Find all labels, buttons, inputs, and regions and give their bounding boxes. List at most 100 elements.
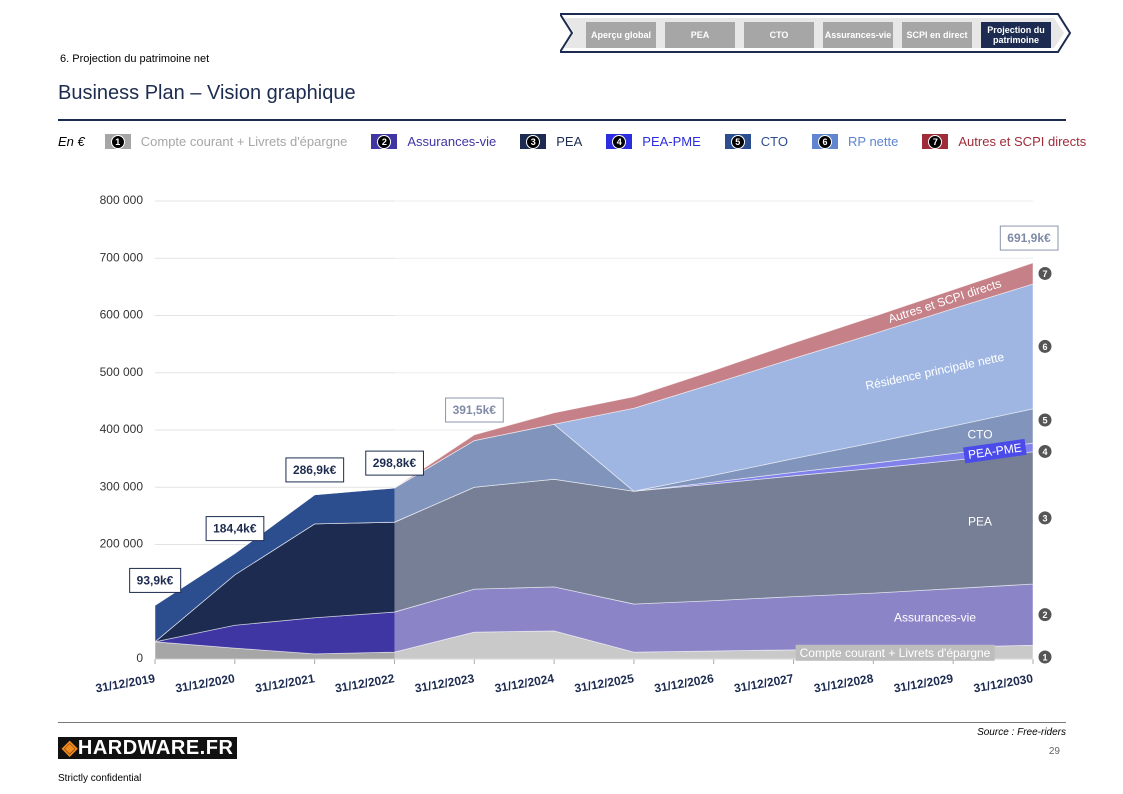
x-tick-label: 31/12/2019 bbox=[94, 671, 156, 695]
legend-item: 6 RP nette bbox=[812, 134, 898, 149]
section-title: 6. Projection du patrimoine net bbox=[60, 53, 210, 65]
badge-number: 4 bbox=[612, 134, 627, 149]
legend-item: 1 Compte courant + Livrets d'épargne bbox=[104, 134, 348, 149]
breadcrumb-nav: Aperçu global PEA CTO Assurances-vie SCPI en… bbox=[560, 12, 1072, 54]
logo-text: HARDWARE.FR bbox=[77, 737, 234, 759]
area bbox=[154, 262, 1034, 606]
legend-text: PEA bbox=[556, 134, 583, 149]
area-label: CTO bbox=[967, 427, 992, 441]
legend-text: Compte courant + Livrets d'épargne bbox=[140, 134, 348, 149]
x-tick-label: 31/12/2020 bbox=[174, 671, 236, 695]
area-label: PEA bbox=[968, 514, 992, 528]
x-tick-label: 31/12/2023 bbox=[414, 671, 476, 695]
area-label: Assurances-vie bbox=[894, 611, 976, 625]
area-label-group: Compte courant + Livrets d'épargne bbox=[795, 644, 995, 661]
badge-number: 6 bbox=[818, 134, 833, 149]
area-label-group: PEA-PME bbox=[963, 438, 1027, 464]
total-callout: 691,9k€ bbox=[999, 225, 1059, 251]
area-label: Compte courant + Livrets d'épargne bbox=[800, 646, 991, 660]
badge-number: 3 bbox=[1042, 513, 1047, 523]
y-tick-label: 800 000 bbox=[100, 193, 144, 207]
badge-number: 5 bbox=[730, 134, 745, 149]
badge bbox=[1037, 265, 1053, 281]
badge bbox=[1037, 607, 1053, 623]
legend-text: Assurances-vie bbox=[407, 134, 497, 149]
nav-item[interactable]: CTO bbox=[744, 22, 814, 48]
x-tick-label: 31/12/2030 bbox=[972, 671, 1034, 695]
legend-item: 2 Assurances-vie bbox=[371, 134, 496, 149]
x-tick-label: 31/12/2027 bbox=[733, 671, 795, 695]
nav-item[interactable]: Projection du patrimoine bbox=[981, 22, 1051, 48]
nav-item[interactable]: Assurances-vie bbox=[823, 22, 893, 48]
legend-badge: 6 bbox=[812, 134, 839, 149]
legend-item: 4 PEA-PME bbox=[606, 134, 701, 149]
badge-number: 3 bbox=[526, 134, 541, 149]
y-tick-label: 400 000 bbox=[100, 422, 144, 436]
legend-text: CTO bbox=[760, 134, 789, 149]
total-box bbox=[445, 397, 504, 423]
chart: 0 200 000 300 000 400 000 500 000 600 000 700 … bbox=[94, 191, 1059, 696]
page-number: 29 bbox=[1048, 746, 1060, 757]
projection-fade bbox=[394, 191, 1034, 659]
badge bbox=[1037, 338, 1053, 354]
page-title: Business Plan – Vision graphique bbox=[58, 82, 356, 104]
legend: En € 1 Compte courant + Livrets d'épargne… bbox=[58, 134, 1110, 149]
nav-item[interactable]: SCPI en direct bbox=[902, 22, 972, 48]
total-box bbox=[129, 567, 182, 593]
total-label: 184,4k€ bbox=[213, 522, 257, 536]
badge bbox=[1037, 510, 1053, 526]
badge-number: 7 bbox=[928, 134, 943, 149]
badge-number: 7 bbox=[1042, 269, 1047, 279]
legend-badge: 5 bbox=[724, 134, 751, 149]
badge-number: 2 bbox=[377, 134, 392, 149]
total-box bbox=[285, 457, 345, 483]
badge bbox=[1037, 649, 1053, 665]
legend-text: PEA-PME bbox=[642, 134, 701, 149]
x-tick-label: 31/12/2024 bbox=[494, 671, 556, 695]
source: Source : Free-riders bbox=[977, 727, 1066, 738]
badge-number: 2 bbox=[1042, 610, 1047, 620]
y-tick-label: 200 000 bbox=[100, 537, 144, 551]
total-box bbox=[365, 450, 424, 476]
unit-label: En € bbox=[58, 134, 85, 149]
area-label-group: PEA bbox=[968, 514, 992, 528]
legend-item: 3 PEA bbox=[520, 134, 582, 149]
y-tick-label: 300 000 bbox=[100, 479, 144, 493]
x-tick-label: 31/12/2029 bbox=[893, 671, 955, 695]
total-label: 286,9k€ bbox=[293, 463, 337, 477]
y-tick-label: 600 000 bbox=[100, 308, 144, 322]
legend-badge: 2 bbox=[371, 134, 398, 149]
badge bbox=[1037, 443, 1053, 459]
confidential: Strictly confidential bbox=[58, 773, 142, 784]
legend-item: 5 CTO bbox=[724, 134, 789, 149]
legend-item: 7 Autres et SCPI directs bbox=[922, 134, 1086, 149]
legend-badge: 4 bbox=[606, 134, 633, 149]
x-tick-label: 31/12/2021 bbox=[254, 671, 316, 695]
legend-badge: 7 bbox=[922, 134, 949, 149]
area-label-bg bbox=[795, 644, 995, 661]
nav-item[interactable]: PEA bbox=[665, 22, 735, 48]
legend-badge: 1 bbox=[104, 134, 131, 149]
title-rule bbox=[58, 119, 1066, 121]
x-tick-label: 31/12/2025 bbox=[573, 671, 635, 695]
x-tick-label: 31/12/2022 bbox=[334, 671, 396, 695]
x-tick-label: 31/12/2028 bbox=[813, 671, 875, 695]
total-label: 298,8k€ bbox=[373, 456, 417, 470]
nav-item[interactable]: Aperçu global bbox=[586, 22, 656, 48]
badge bbox=[1037, 412, 1053, 428]
total-callout: 286,9k€ bbox=[285, 457, 345, 483]
badge-number: 5 bbox=[1042, 415, 1047, 425]
legend-badge: 3 bbox=[520, 134, 547, 149]
badge-number: 1 bbox=[110, 134, 125, 149]
logo: ◈HARDWARE.FR bbox=[58, 737, 238, 759]
total-callout: 184,4k€ bbox=[205, 516, 265, 542]
total-label: 93,9k€ bbox=[137, 573, 174, 587]
footer-rule bbox=[58, 722, 1066, 723]
badge-number: 6 bbox=[1042, 342, 1047, 352]
legend-text: Autres et SCPI directs bbox=[958, 134, 1087, 149]
area-label-group: Assurances-vie bbox=[894, 611, 976, 625]
badge-number: 4 bbox=[1042, 447, 1047, 457]
total-box bbox=[205, 516, 265, 542]
legend-text: RP nette bbox=[848, 134, 899, 149]
